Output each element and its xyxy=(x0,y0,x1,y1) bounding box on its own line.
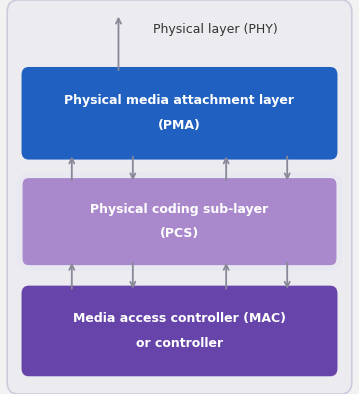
FancyBboxPatch shape xyxy=(20,175,339,268)
FancyBboxPatch shape xyxy=(22,286,337,376)
Text: Physical coding sub-layer: Physical coding sub-layer xyxy=(90,203,269,216)
FancyBboxPatch shape xyxy=(7,0,352,394)
FancyBboxPatch shape xyxy=(22,67,337,160)
Text: or controller: or controller xyxy=(136,337,223,350)
Text: (PMA): (PMA) xyxy=(158,119,201,132)
Text: Physical media attachment layer: Physical media attachment layer xyxy=(65,94,294,107)
Text: (PCS): (PCS) xyxy=(160,227,199,240)
Text: Media access controller (MAC): Media access controller (MAC) xyxy=(73,312,286,325)
Text: Physical layer (PHY): Physical layer (PHY) xyxy=(153,23,278,36)
